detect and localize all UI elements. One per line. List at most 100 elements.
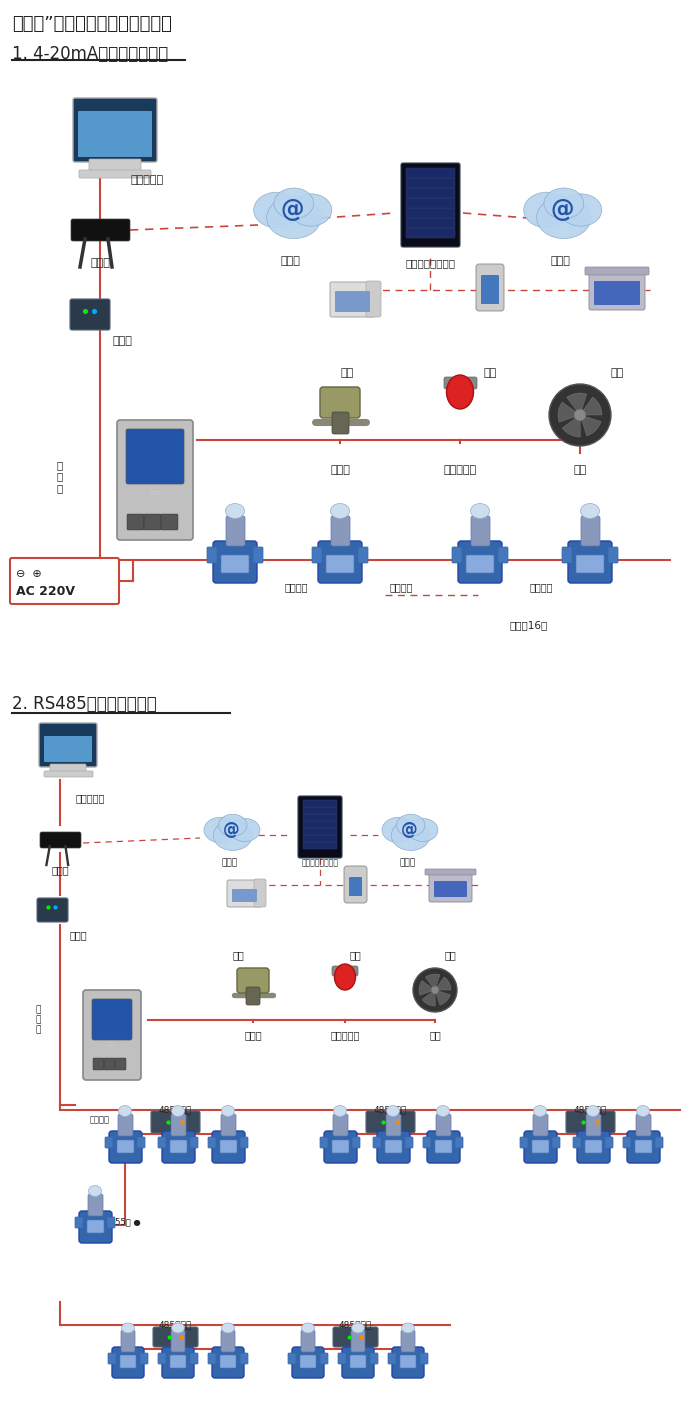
FancyBboxPatch shape xyxy=(388,1354,396,1363)
FancyBboxPatch shape xyxy=(385,1140,402,1152)
FancyBboxPatch shape xyxy=(636,1114,651,1135)
FancyBboxPatch shape xyxy=(40,832,81,848)
Text: 路由器: 路由器 xyxy=(51,865,69,875)
FancyBboxPatch shape xyxy=(324,1131,357,1164)
Ellipse shape xyxy=(544,189,584,218)
FancyBboxPatch shape xyxy=(326,554,354,573)
FancyBboxPatch shape xyxy=(89,159,141,173)
FancyBboxPatch shape xyxy=(352,1137,360,1148)
FancyBboxPatch shape xyxy=(112,1346,144,1377)
Ellipse shape xyxy=(221,1106,234,1117)
FancyBboxPatch shape xyxy=(221,1114,236,1135)
FancyBboxPatch shape xyxy=(524,1131,557,1164)
Ellipse shape xyxy=(447,376,473,409)
Ellipse shape xyxy=(382,817,415,843)
FancyBboxPatch shape xyxy=(406,218,455,228)
Text: 机气猫”系列带显示固定式检测仪: 机气猫”系列带显示固定式检测仪 xyxy=(12,15,172,32)
FancyBboxPatch shape xyxy=(171,1330,185,1352)
Text: 电磁阀: 电磁阀 xyxy=(244,1030,262,1040)
Text: 2. RS485信号连接系统图: 2. RS485信号连接系统图 xyxy=(12,695,157,713)
FancyBboxPatch shape xyxy=(254,879,266,908)
Text: 电脑: 电脑 xyxy=(340,369,354,378)
FancyBboxPatch shape xyxy=(586,1114,601,1135)
FancyBboxPatch shape xyxy=(93,1058,104,1069)
Wedge shape xyxy=(580,415,601,436)
Ellipse shape xyxy=(172,1323,185,1332)
FancyBboxPatch shape xyxy=(370,1354,378,1363)
FancyBboxPatch shape xyxy=(75,1217,83,1228)
FancyBboxPatch shape xyxy=(161,514,178,530)
FancyBboxPatch shape xyxy=(577,1131,610,1164)
FancyBboxPatch shape xyxy=(425,870,476,875)
Text: 声光报警器: 声光报警器 xyxy=(330,1030,360,1040)
FancyBboxPatch shape xyxy=(476,265,504,311)
FancyBboxPatch shape xyxy=(153,1327,198,1346)
Text: 终端: 终端 xyxy=(610,369,624,378)
FancyBboxPatch shape xyxy=(589,272,645,310)
FancyBboxPatch shape xyxy=(318,542,362,582)
FancyBboxPatch shape xyxy=(350,1355,366,1368)
Text: @: @ xyxy=(280,198,304,222)
FancyBboxPatch shape xyxy=(434,881,467,898)
FancyBboxPatch shape xyxy=(303,834,337,841)
FancyBboxPatch shape xyxy=(581,516,600,546)
Ellipse shape xyxy=(267,197,321,239)
FancyBboxPatch shape xyxy=(104,1058,115,1069)
Ellipse shape xyxy=(351,1323,365,1332)
Text: 通
讯
线: 通 讯 线 xyxy=(57,460,63,494)
FancyBboxPatch shape xyxy=(37,898,68,922)
FancyBboxPatch shape xyxy=(406,189,455,198)
Text: 可连接255台: 可连接255台 xyxy=(572,1138,608,1147)
Ellipse shape xyxy=(172,1106,185,1117)
Text: 信号输出: 信号输出 xyxy=(390,582,414,592)
Ellipse shape xyxy=(560,194,602,227)
Text: 手机: 手机 xyxy=(349,950,361,960)
FancyBboxPatch shape xyxy=(117,421,193,540)
Ellipse shape xyxy=(118,1106,132,1117)
FancyBboxPatch shape xyxy=(88,1195,103,1216)
FancyBboxPatch shape xyxy=(338,1354,346,1363)
Text: ♨: ♨ xyxy=(485,321,495,331)
FancyBboxPatch shape xyxy=(655,1137,663,1148)
Circle shape xyxy=(431,986,439,993)
Wedge shape xyxy=(580,397,602,415)
Text: 路由器: 路由器 xyxy=(90,257,110,267)
Text: 485中继器: 485中继器 xyxy=(158,1104,192,1114)
FancyBboxPatch shape xyxy=(406,208,455,218)
FancyBboxPatch shape xyxy=(127,514,144,530)
FancyBboxPatch shape xyxy=(562,547,572,563)
Text: AC 220V: AC 220V xyxy=(16,585,75,598)
FancyBboxPatch shape xyxy=(333,1327,378,1346)
Ellipse shape xyxy=(396,815,425,836)
FancyBboxPatch shape xyxy=(420,1354,428,1363)
FancyBboxPatch shape xyxy=(405,1137,413,1148)
FancyBboxPatch shape xyxy=(349,877,362,896)
FancyBboxPatch shape xyxy=(458,542,502,582)
FancyBboxPatch shape xyxy=(335,291,370,312)
Circle shape xyxy=(549,384,611,446)
Ellipse shape xyxy=(290,194,332,227)
Text: 手机: 手机 xyxy=(484,369,496,378)
FancyBboxPatch shape xyxy=(429,872,472,902)
FancyBboxPatch shape xyxy=(144,514,161,530)
Circle shape xyxy=(574,409,586,421)
Text: 485中继器: 485中继器 xyxy=(338,1320,372,1330)
FancyBboxPatch shape xyxy=(303,827,337,834)
Circle shape xyxy=(413,968,457,1012)
Wedge shape xyxy=(419,981,435,995)
Wedge shape xyxy=(435,976,451,991)
FancyBboxPatch shape xyxy=(481,274,499,304)
FancyBboxPatch shape xyxy=(566,1112,615,1133)
FancyBboxPatch shape xyxy=(532,1140,549,1152)
Wedge shape xyxy=(426,974,440,991)
Ellipse shape xyxy=(335,964,356,991)
FancyBboxPatch shape xyxy=(118,1114,133,1135)
FancyBboxPatch shape xyxy=(366,281,381,317)
Text: 485中继器: 485中继器 xyxy=(573,1104,607,1114)
Text: @: @ xyxy=(223,822,239,839)
Ellipse shape xyxy=(302,1323,314,1332)
Text: 单机版电脑: 单机版电脑 xyxy=(130,174,164,184)
FancyBboxPatch shape xyxy=(170,1355,186,1368)
Wedge shape xyxy=(567,393,587,415)
Ellipse shape xyxy=(204,817,237,843)
